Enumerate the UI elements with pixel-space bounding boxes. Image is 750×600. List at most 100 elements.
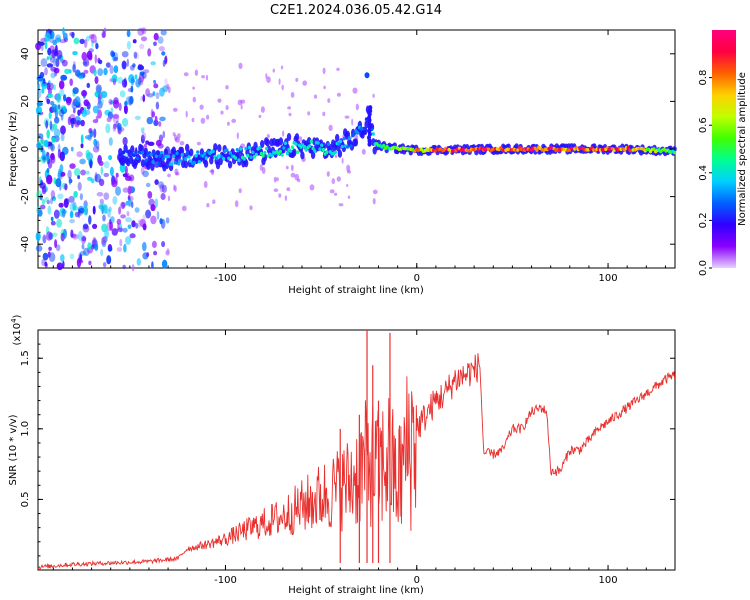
spectrogram-plot: -100 0 100 -40 -20 0 20 40 Height of straight l…: [8, 27, 677, 296]
trace-point: [292, 148, 297, 157]
scatter-point: [322, 111, 326, 117]
scatter-point: [174, 168, 179, 176]
scatter-point: [131, 201, 134, 209]
scatter-point: [127, 195, 131, 200]
scatter-point: [73, 168, 81, 177]
scatter-point: [94, 54, 98, 64]
colorbar-tick-label: 0.2: [698, 212, 709, 228]
scatter-point: [148, 198, 155, 206]
scatter-point: [94, 76, 99, 85]
scatter-point: [79, 38, 85, 45]
scatter-point: [56, 93, 61, 103]
scatter-point: [174, 134, 178, 141]
trace-point: [265, 138, 270, 147]
scatter-point: [72, 107, 76, 114]
scatter-point: [67, 116, 72, 126]
scatter-point: [346, 184, 349, 187]
scatter-point: [63, 228, 67, 239]
scatter-point: [106, 255, 112, 265]
scatter-point: [121, 60, 127, 70]
trace-point: [151, 160, 155, 164]
scatter-point: [121, 202, 126, 208]
trace-point: [156, 161, 160, 166]
scatter-point: [328, 124, 333, 132]
scatter-point: [94, 172, 98, 182]
scatter-point: [37, 209, 43, 217]
scatter-point: [48, 252, 56, 263]
scatter-point: [129, 233, 136, 239]
scatter-point: [45, 120, 49, 129]
scatter-point: [346, 164, 351, 172]
scatter-point: [165, 217, 170, 224]
scatter-point: [159, 218, 163, 225]
snr-scale-label: (x104): [10, 314, 23, 345]
trace-point: [308, 144, 312, 148]
trace-point: [296, 150, 300, 154]
scatter-point: [57, 104, 61, 110]
scatter-point: [129, 96, 134, 105]
scatter-point: [150, 215, 157, 225]
scatter-point: [341, 157, 344, 164]
trace-point: [187, 155, 191, 159]
trace-point: [347, 136, 351, 140]
trace-point: [184, 157, 188, 161]
scatter-point: [85, 149, 91, 158]
colorbar-label: Normalized spectral amplitude: [737, 72, 748, 226]
scatter-point: [142, 170, 149, 178]
trace-point: [321, 147, 325, 152]
snr-scale-prefix: (x10: [12, 323, 23, 346]
snr-axes: -100 0 100 0.5 1.0 1.5: [20, 330, 675, 586]
scatter-point: [88, 215, 92, 225]
colorbar: 0.0 0.2 0.4 0.6 0.8 Normalized spectral ampl…: [698, 30, 748, 276]
scatter-point: [80, 169, 86, 176]
scatter-point: [108, 219, 112, 225]
scatter-point: [196, 141, 201, 146]
scatter-point: [116, 123, 122, 131]
scatter-point: [46, 199, 50, 205]
scatter-point: [63, 94, 67, 102]
scatter-point: [90, 33, 97, 44]
trace-point: [310, 151, 316, 160]
scatter-point: [290, 92, 295, 98]
trace-point: [244, 146, 248, 151]
scatter-point: [355, 103, 359, 111]
scatter-point: [58, 168, 62, 179]
y-tick-label: -20: [20, 188, 31, 204]
scatter-point: [101, 31, 106, 38]
scatter-point: [60, 133, 65, 142]
scatter-point: [203, 181, 208, 188]
trace-point: [289, 149, 293, 153]
trace-point: [258, 146, 262, 150]
scatter-point: [103, 204, 108, 214]
scatter-point: [290, 172, 296, 178]
scatter-point: [42, 199, 45, 205]
trace-point: [327, 142, 331, 146]
scatter-point: [124, 100, 128, 107]
trace-point: [320, 143, 324, 147]
trace-point: [300, 151, 305, 160]
scatter-point: [146, 116, 154, 125]
scatter-point: [79, 193, 83, 201]
snr-y-axis-label: SNR (10 * v/v): [8, 414, 19, 485]
spectrogram-scatter-region: [35, 27, 378, 272]
scatter-point: [57, 193, 64, 200]
trace-point: [285, 151, 289, 156]
scatter-point: [201, 75, 206, 79]
scatter-point: [266, 76, 271, 83]
scatter-point: [98, 160, 104, 166]
scatter-point: [161, 259, 168, 269]
scatter-point: [141, 27, 147, 35]
scatter-point: [137, 219, 141, 228]
scatter-point: [116, 247, 123, 252]
scatter-point: [50, 72, 56, 79]
trace-point: [239, 147, 243, 151]
scatter-point: [52, 123, 58, 130]
trace-point: [122, 150, 126, 154]
scatter-point: [110, 107, 114, 113]
scatter-point: [78, 75, 84, 80]
scatter-point: [128, 174, 135, 182]
scatter-point: [288, 112, 292, 117]
trace-point: [222, 156, 226, 161]
colorbar-tick-label: 0.6: [698, 117, 709, 133]
scatter-point: [101, 237, 106, 246]
